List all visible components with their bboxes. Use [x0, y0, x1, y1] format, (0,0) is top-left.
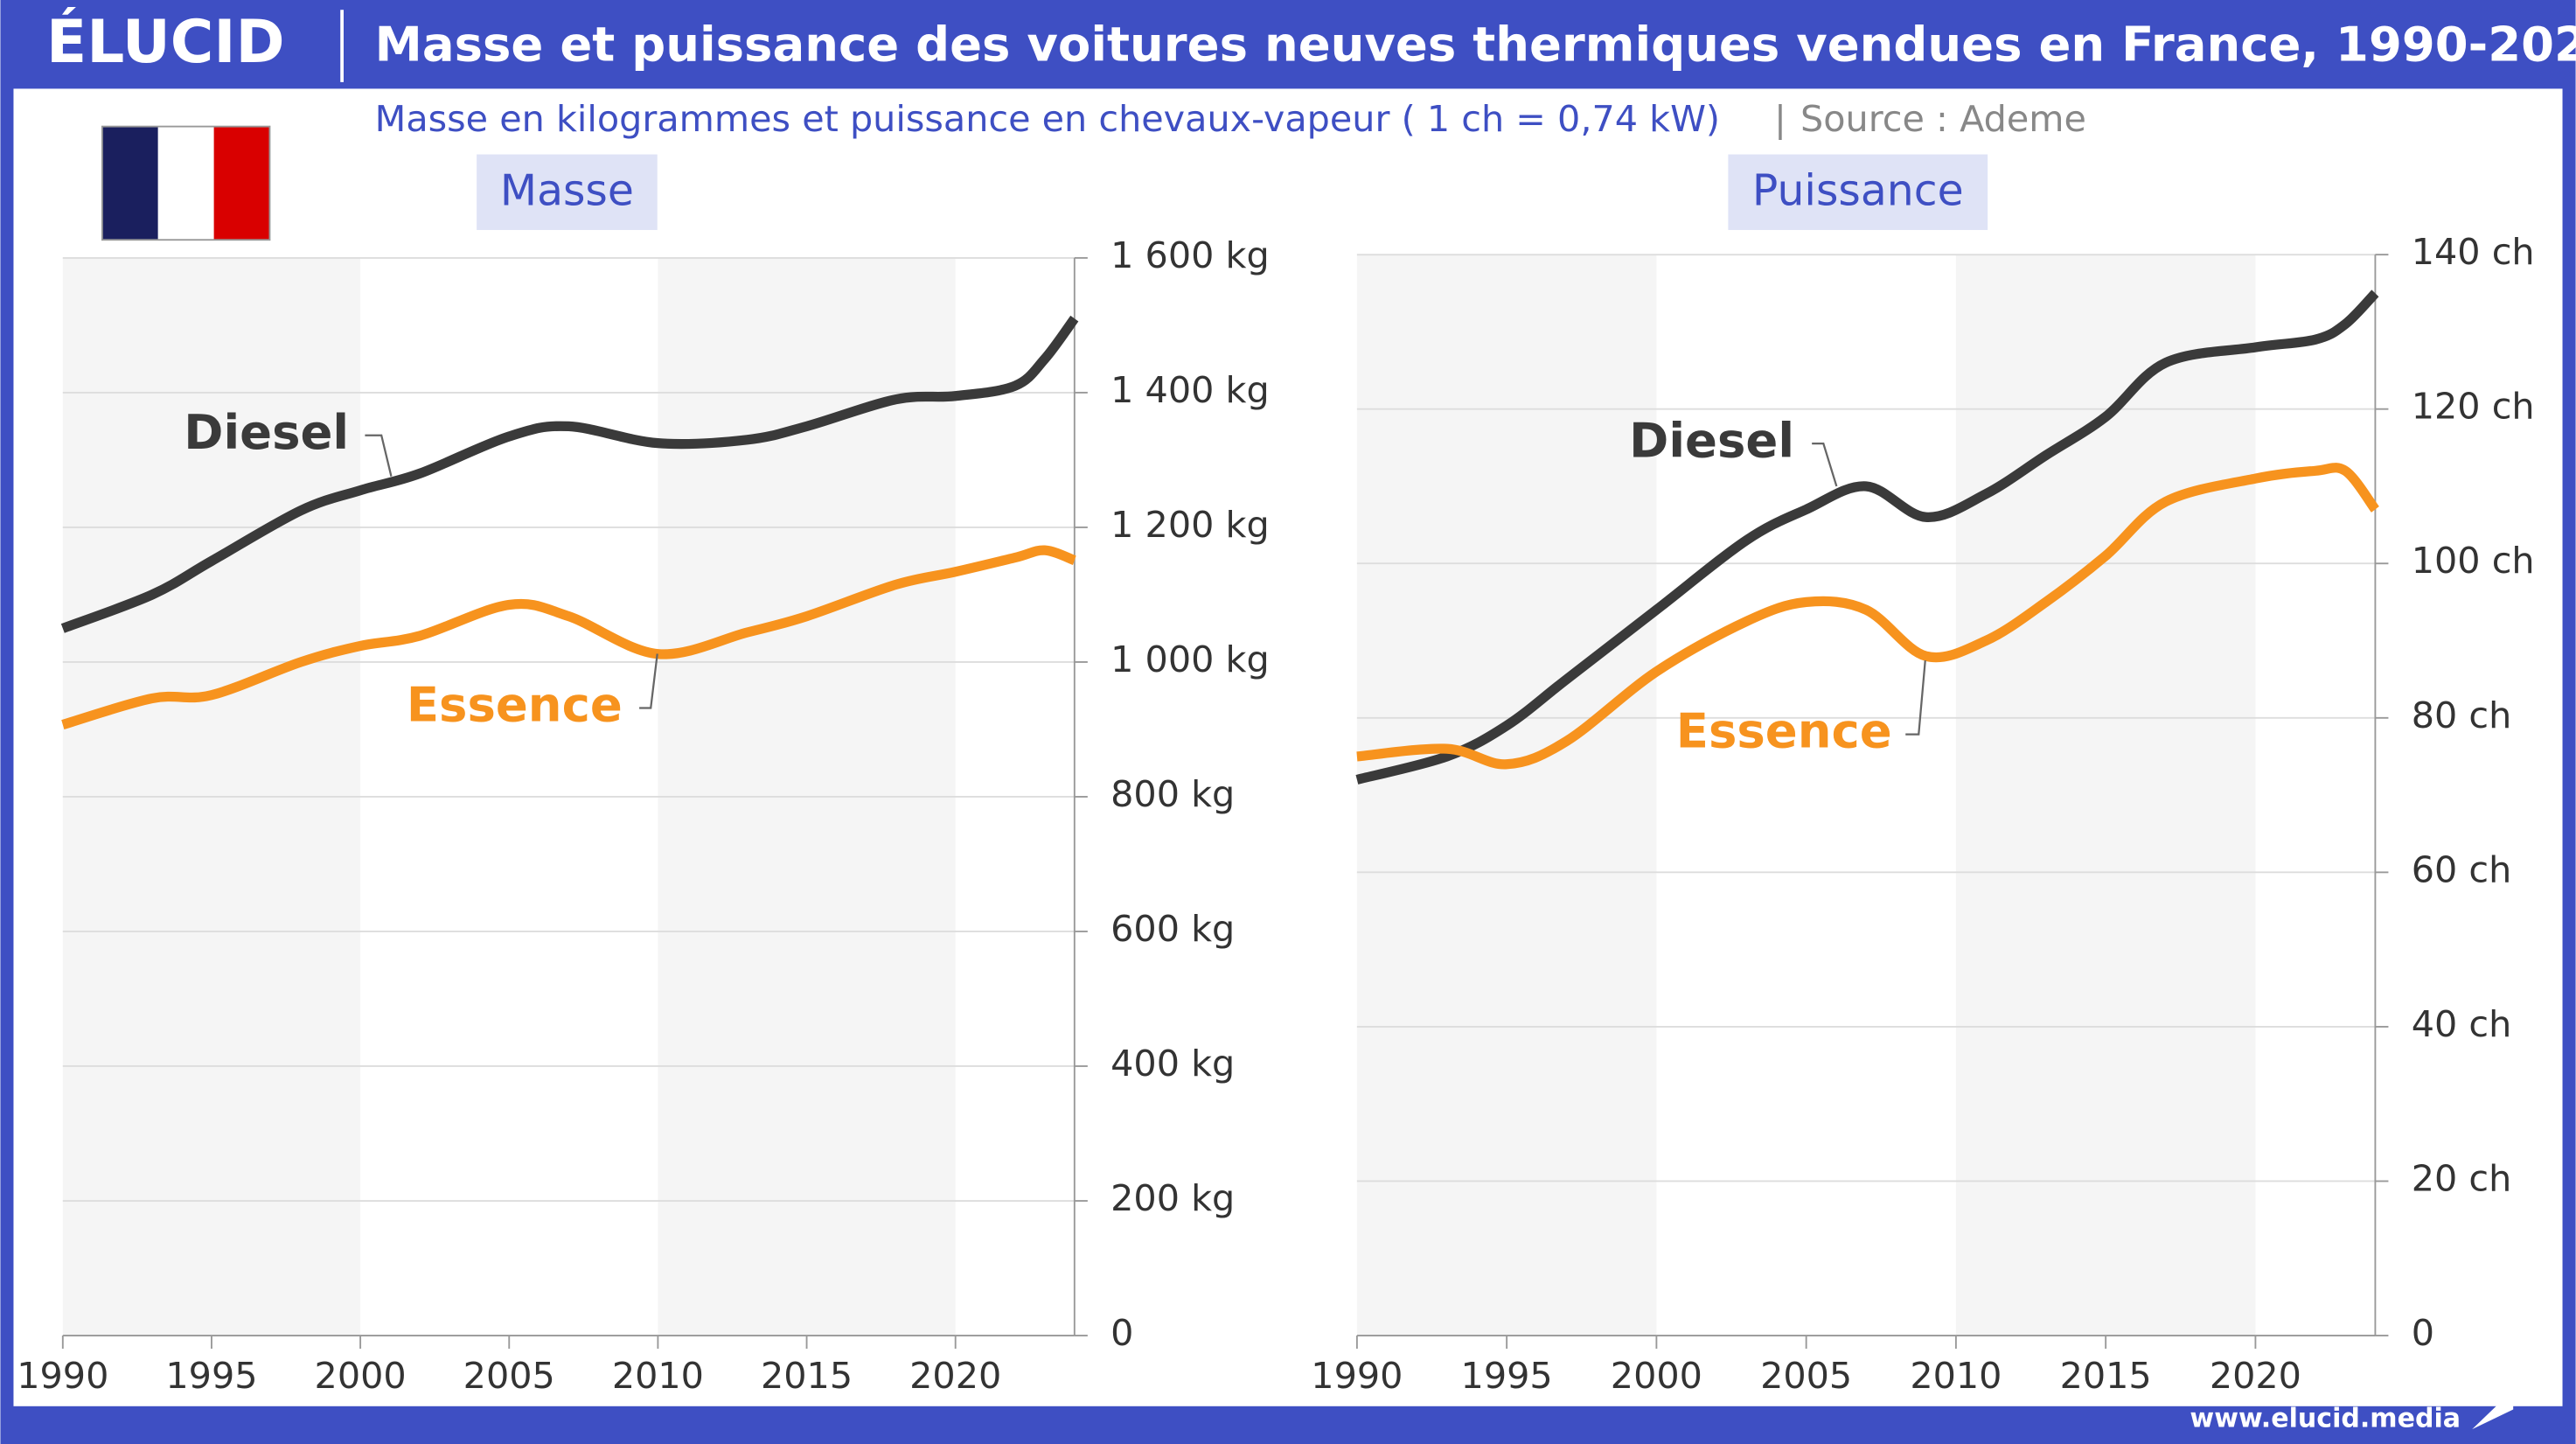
y-tick-label: 1 400 kg: [1110, 369, 1270, 411]
y-tick-label: 20 ch: [2412, 1157, 2512, 1199]
line: [61, 545, 1076, 729]
y-tick-label: 200 kg: [1110, 1177, 1235, 1219]
x-tick-label: 2015: [761, 1355, 853, 1397]
leader-line: [639, 653, 658, 709]
x-tick-label: 1990: [17, 1355, 108, 1397]
footer: www.elucid.media: [2190, 1403, 2461, 1434]
x-tick-label: 2000: [315, 1355, 407, 1397]
x-tick-label: 1995: [165, 1355, 257, 1397]
x-tick-label: 2020: [2210, 1355, 2301, 1397]
y-tick-label: 120 ch: [2412, 386, 2535, 428]
series-label: Diesel: [1629, 412, 1794, 468]
band: [1955, 255, 2256, 1336]
line: [1355, 289, 2379, 785]
leader-line: [1905, 659, 1926, 736]
y-tick-label: 80 ch: [2412, 694, 2512, 736]
y-tick-label: 100 ch: [2412, 540, 2535, 582]
y-tick-label: 40 ch: [2412, 1003, 2512, 1045]
y-tick-label: 1 000 kg: [1110, 638, 1270, 680]
x-tick-label: 2020: [909, 1355, 1001, 1397]
y-tick-label: 60 ch: [2412, 848, 2512, 890]
x-tick-label: 2010: [1910, 1355, 2002, 1397]
logo: ÉLUCID: [46, 7, 285, 76]
y-tick-label: 140 ch: [2412, 231, 2535, 273]
panel-title-box: [1728, 154, 1988, 230]
x-tick-label: 2000: [1611, 1355, 1702, 1397]
subtitle: Masse en kilogrammes et puissance en che…: [375, 98, 1720, 140]
x-tick-label: 2005: [1760, 1355, 1852, 1397]
source: Source : Ademe: [1800, 98, 2086, 140]
x-tick-label: 2010: [612, 1355, 704, 1397]
flag: [101, 125, 271, 241]
title: Masse et puissance des voitures neuves t…: [375, 17, 2576, 73]
line: [60, 315, 1079, 633]
x-tick-label: 2005: [463, 1355, 555, 1397]
leader-line: [365, 434, 393, 477]
panel-title-box: [477, 154, 658, 230]
series-label: Essence: [1676, 703, 1892, 759]
separator-bar: |: [1774, 98, 1786, 140]
panel-title: Puissance: [1752, 166, 1964, 216]
y-tick-label: 600 kg: [1110, 908, 1235, 950]
x-tick-label: 1990: [1311, 1355, 1403, 1397]
leader-line: [1812, 443, 1838, 487]
y-tick-label: 800 kg: [1110, 773, 1235, 815]
x-tick-label: 2015: [2060, 1355, 2152, 1397]
y-tick-label: 400 kg: [1110, 1043, 1235, 1085]
series-label: Diesel: [184, 404, 349, 460]
y-tick-label: 1 600 kg: [1110, 234, 1270, 276]
x-tick-label: 1995: [1461, 1355, 1553, 1397]
y-tick-label: 1 200 kg: [1110, 504, 1270, 546]
y-tick-label: 0: [1110, 1312, 1133, 1354]
band: [1356, 255, 1657, 1336]
panel-title: Masse: [500, 166, 634, 216]
series-label: Essence: [407, 677, 623, 733]
y-tick-label: 0: [2412, 1312, 2434, 1354]
line: [1356, 463, 2379, 770]
